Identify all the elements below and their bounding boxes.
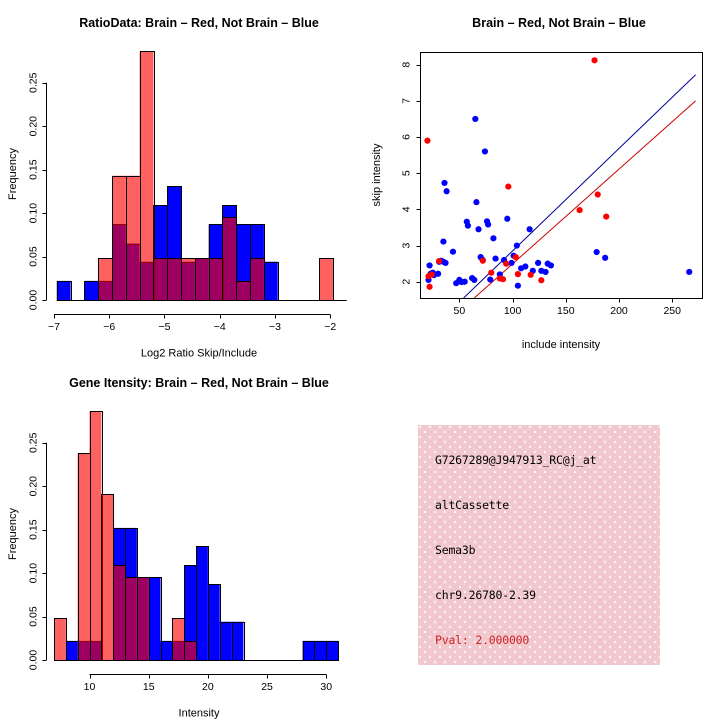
gene-info-panel: G7267289@J947913_RC@j_at altCassette Sem… xyxy=(360,360,720,720)
intensity-scatter-panel xyxy=(360,0,720,360)
probeset-id-text: G7267289@J947913_RC@j_at xyxy=(435,453,597,467)
gene-intensity-histogram-panel xyxy=(0,360,360,720)
gene-info-box: G7267289@J947913_RC@j_at altCassette Sem… xyxy=(418,425,660,665)
ratio-histogram-canvas xyxy=(0,0,360,360)
intensity-scatter-canvas xyxy=(360,0,720,360)
locus-text: chr9.26780-2.39 xyxy=(435,588,536,602)
gene-symbol-text: Sema3b xyxy=(435,543,476,557)
ratio-histogram-panel xyxy=(0,0,360,360)
event-type-text: altCassette xyxy=(435,498,509,512)
gene-intensity-histogram-canvas xyxy=(0,360,360,720)
gene-info-lines: G7267289@J947913_RC@j_at altCassette Sem… xyxy=(435,453,655,647)
pval-text: Pval: 2.000000 xyxy=(435,633,530,647)
